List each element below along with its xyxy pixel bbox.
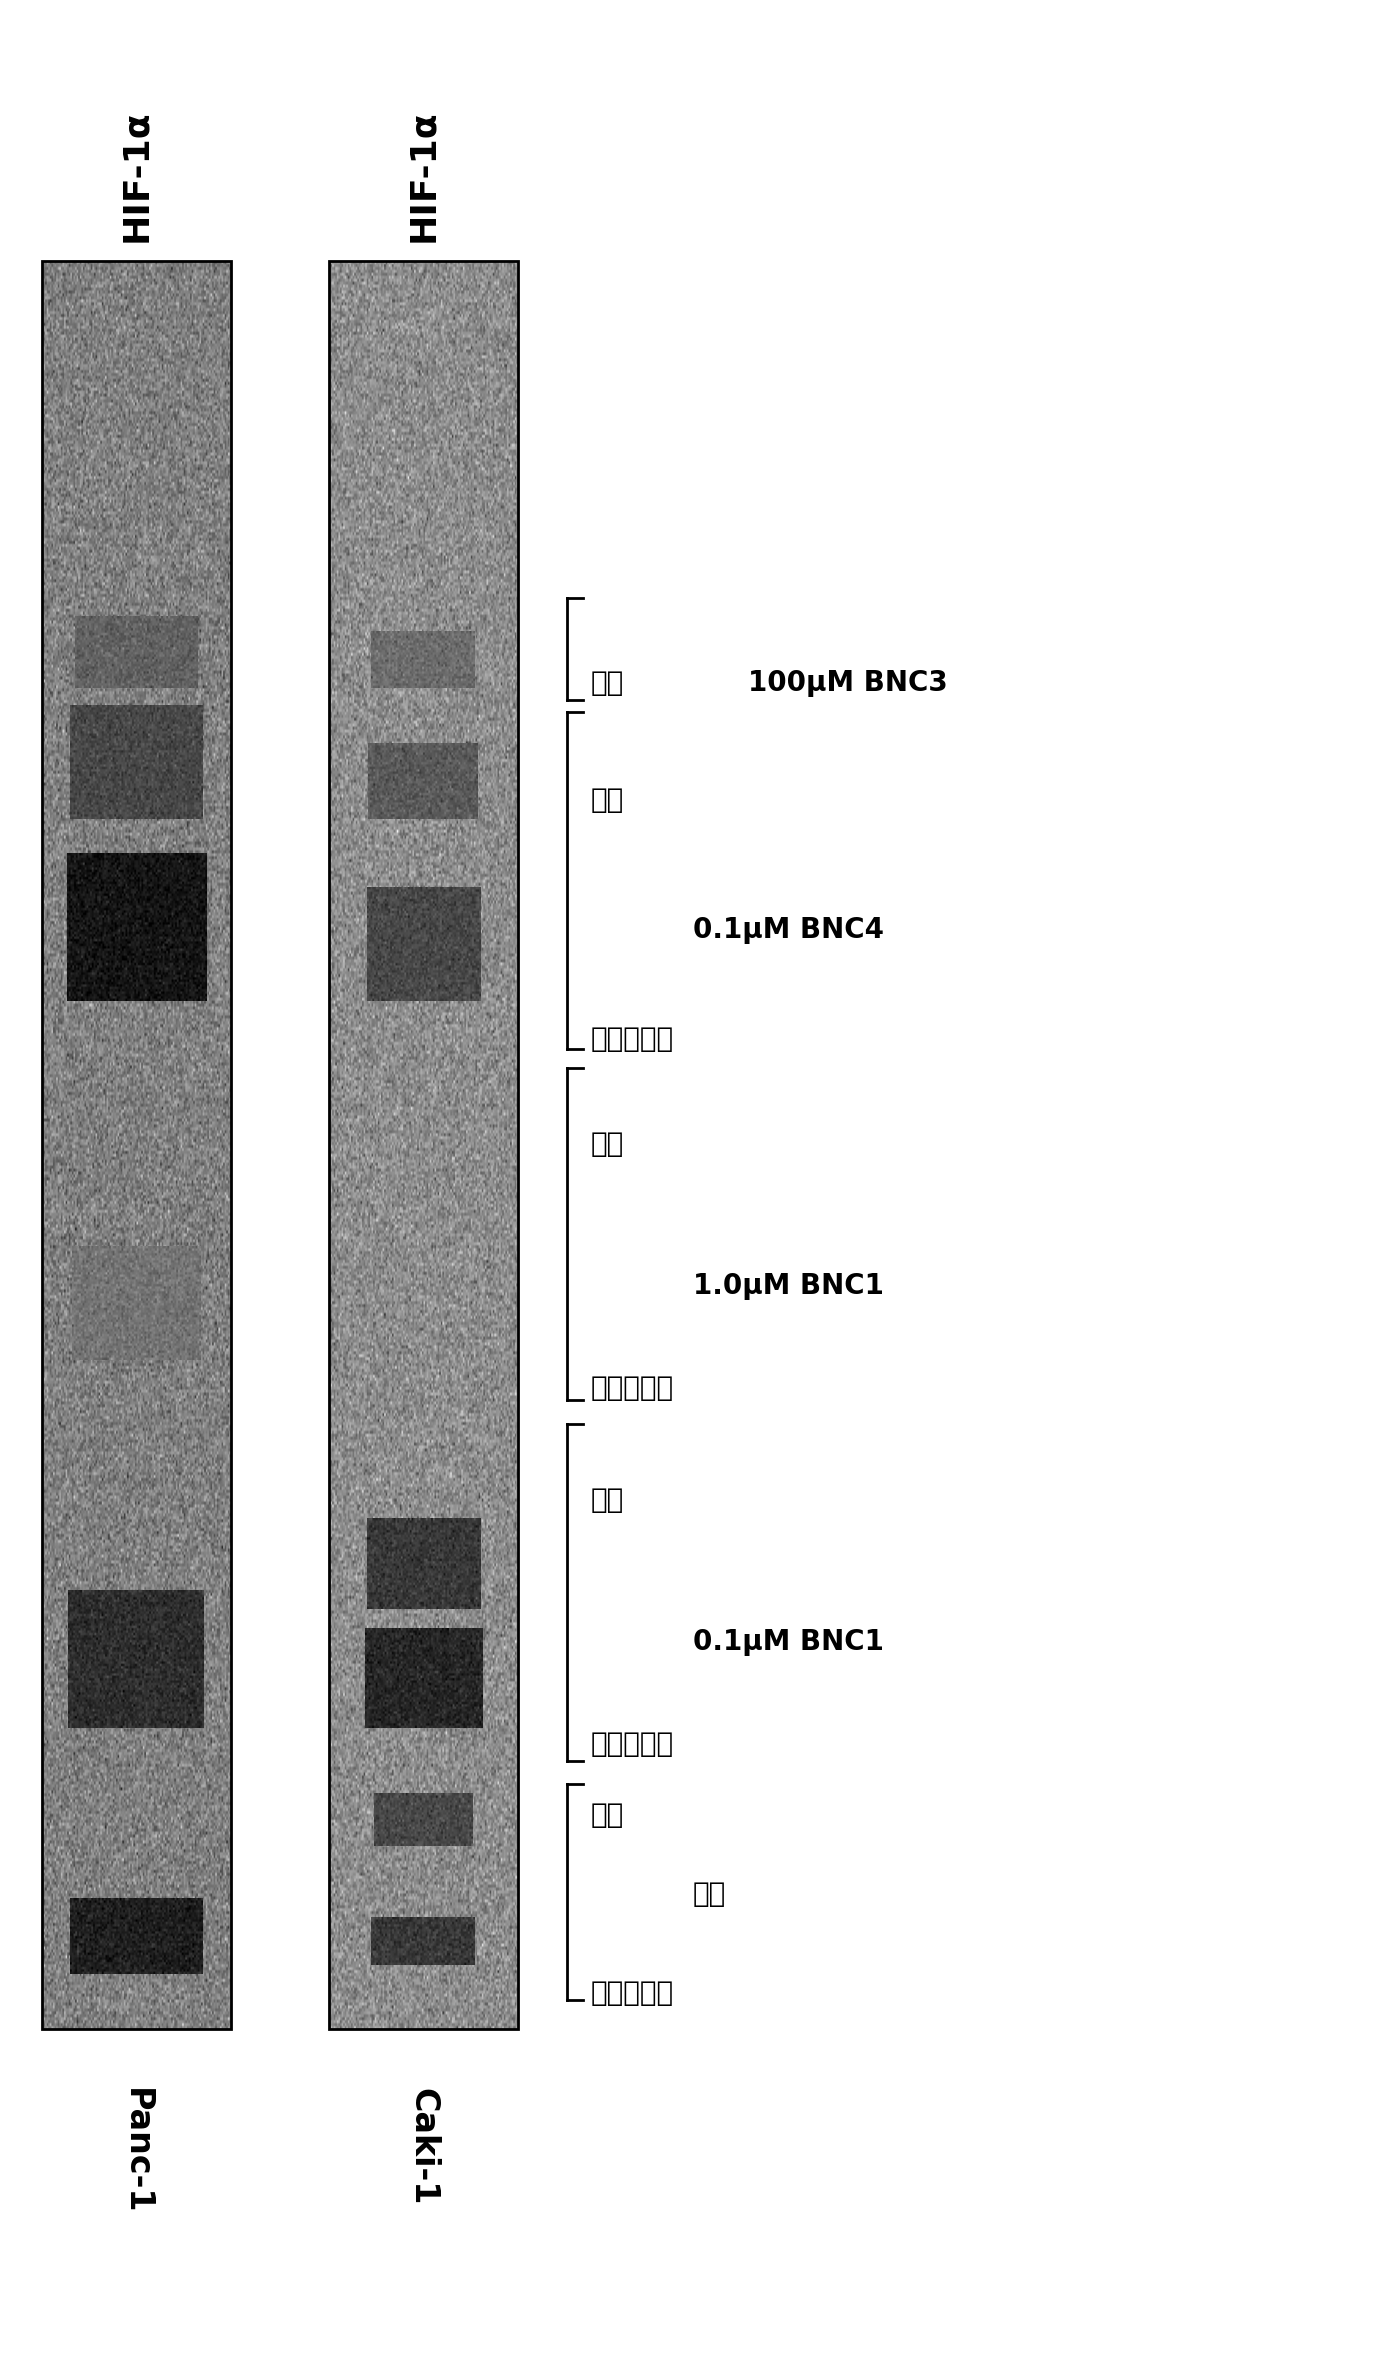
Text: 对照: 对照 [693, 1879, 726, 1908]
Text: 正常含氧量: 正常含氧量 [590, 1374, 673, 1402]
Text: 1.0μM BNC1: 1.0μM BNC1 [693, 1272, 883, 1300]
Text: Caki-1: Caki-1 [407, 2088, 439, 2205]
Text: 缺氧: 缺氧 [590, 1130, 624, 1158]
Text: 正常含氧量: 正常含氧量 [590, 1025, 673, 1054]
Text: 缺氧: 缺氧 [590, 669, 624, 698]
Text: 0.1μM BNC1: 0.1μM BNC1 [693, 1628, 883, 1656]
Text: 正常含氧量: 正常含氧量 [590, 1730, 673, 1758]
Text: HIF-1α: HIF-1α [406, 109, 441, 242]
Text: 0.1μM BNC4: 0.1μM BNC4 [693, 916, 884, 944]
Bar [329, 261, 518, 2029]
Text: 缺氧: 缺氧 [590, 1485, 624, 1514]
Bar [42, 261, 231, 2029]
Text: 正常含氧量: 正常含氧量 [590, 1979, 673, 2008]
Text: HIF-1α: HIF-1α [119, 109, 154, 242]
Text: 缺氧: 缺氧 [590, 785, 624, 814]
Text: 缺氧: 缺氧 [590, 1801, 624, 1830]
Text: 100μM BNC3: 100μM BNC3 [748, 669, 949, 698]
Text: Panc-1: Panc-1 [120, 2088, 152, 2214]
